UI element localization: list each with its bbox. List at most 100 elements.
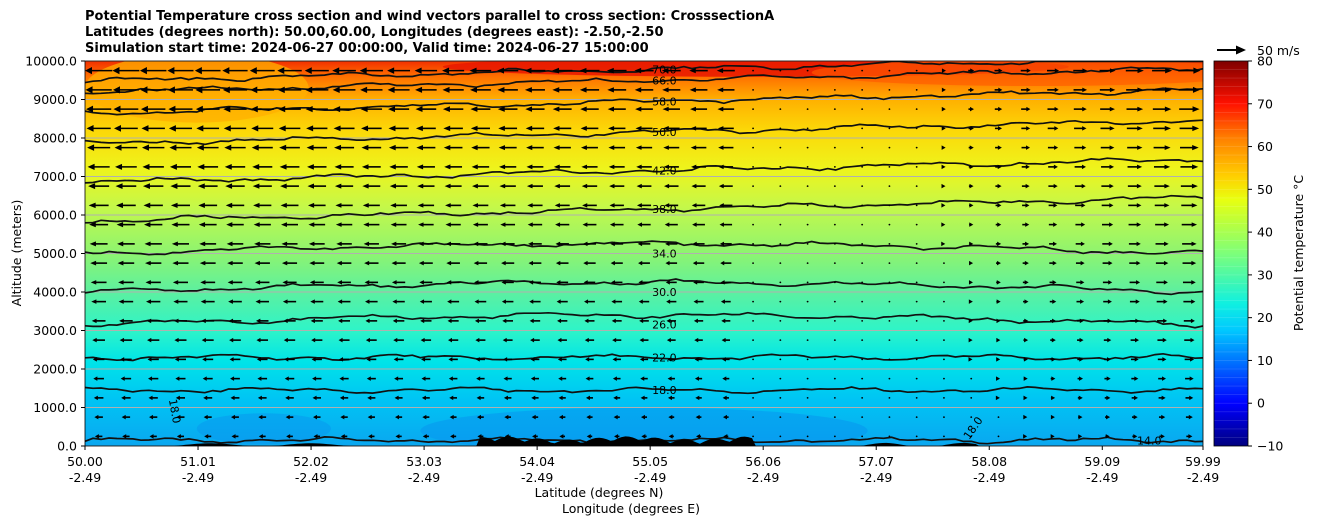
wind-vector bbox=[170, 202, 190, 209]
wind-vector bbox=[779, 435, 782, 438]
wind-vector bbox=[1105, 434, 1110, 439]
wind-vector bbox=[203, 414, 212, 420]
wind-vector bbox=[833, 358, 836, 361]
wind-vector bbox=[634, 87, 654, 93]
wind-vector bbox=[1020, 87, 1031, 93]
wind-vector bbox=[504, 414, 511, 420]
wind-vector bbox=[752, 185, 754, 188]
wind-vector bbox=[1128, 203, 1142, 208]
wind-vector bbox=[888, 69, 891, 72]
wind-vector bbox=[1182, 280, 1196, 285]
wind-vector bbox=[1180, 145, 1199, 151]
wind-vector bbox=[1048, 222, 1058, 227]
wind-vector bbox=[1127, 164, 1143, 170]
wind-vector bbox=[558, 395, 566, 401]
contour-label: 50.0 bbox=[652, 126, 677, 139]
wind-vector bbox=[585, 376, 594, 381]
wind-vector bbox=[338, 318, 351, 324]
wind-vector bbox=[469, 86, 491, 93]
colorbar-tick-label: 70 bbox=[1257, 96, 1273, 111]
wind-vector bbox=[691, 203, 706, 208]
wind-vector bbox=[417, 183, 435, 189]
wind-vector bbox=[612, 376, 621, 381]
colorbar-label: Potential temperature °C bbox=[1291, 175, 1306, 332]
wind-vector bbox=[525, 125, 545, 131]
wind-vector bbox=[1127, 145, 1143, 150]
wind-vector bbox=[779, 185, 782, 188]
wind-vector bbox=[968, 145, 974, 150]
wind-vector bbox=[1129, 260, 1141, 266]
wind-vector bbox=[583, 280, 596, 285]
wind-vector bbox=[692, 260, 705, 266]
wind-vector bbox=[558, 376, 567, 381]
wind-vector bbox=[277, 86, 302, 94]
wind-vector bbox=[665, 280, 677, 285]
wind-vector bbox=[833, 435, 836, 438]
wind-vector bbox=[861, 319, 864, 322]
wind-vector bbox=[559, 414, 566, 420]
wind-vector bbox=[915, 146, 918, 149]
wind-vector bbox=[581, 183, 598, 189]
wind-vector bbox=[90, 260, 108, 266]
wind-vector bbox=[915, 262, 918, 265]
wind-vector bbox=[995, 222, 1002, 227]
wind-vector bbox=[279, 164, 300, 170]
wind-vector bbox=[861, 223, 864, 226]
wind-vector bbox=[148, 395, 158, 401]
wind-vector bbox=[663, 164, 679, 170]
y-tick-label: 1000.0 bbox=[33, 400, 77, 415]
wind-vector bbox=[1129, 299, 1140, 304]
wind-vector bbox=[1049, 280, 1057, 285]
wind-vector bbox=[196, 144, 219, 151]
wind-vector bbox=[312, 376, 322, 381]
wind-vector bbox=[251, 125, 274, 132]
wind-vector bbox=[968, 126, 974, 131]
wind-vector bbox=[915, 339, 918, 342]
wind-vector bbox=[448, 357, 458, 362]
wind-vector bbox=[779, 127, 782, 130]
wind-vector bbox=[970, 377, 973, 380]
wind-vector bbox=[994, 126, 1003, 131]
wind-vector bbox=[284, 376, 295, 381]
wind-vector bbox=[1078, 434, 1083, 439]
wind-vector bbox=[169, 163, 191, 170]
wind-vector bbox=[552, 106, 572, 112]
wind-vector bbox=[888, 108, 891, 111]
wind-vector bbox=[223, 125, 247, 132]
x-tick-label-longitude: -2.49 bbox=[521, 470, 553, 485]
wind-vector bbox=[861, 281, 864, 284]
wind-vector bbox=[1127, 183, 1142, 189]
wind-vector bbox=[201, 318, 215, 324]
wind-vector bbox=[334, 164, 354, 170]
colorbar-tick-label: 0 bbox=[1257, 396, 1265, 411]
wind-vector bbox=[1126, 87, 1144, 93]
wind-vector bbox=[861, 146, 864, 149]
wind-vector bbox=[472, 183, 489, 189]
wind-vector bbox=[477, 414, 484, 420]
wind-vector bbox=[888, 396, 891, 399]
colorbar-tick-label: −10 bbox=[1257, 439, 1283, 454]
wind-vector bbox=[197, 163, 219, 170]
wind-vector bbox=[258, 434, 266, 439]
wind-vector bbox=[861, 185, 864, 188]
wind-vector bbox=[1022, 241, 1030, 247]
wind-vector bbox=[752, 223, 754, 226]
wind-vector bbox=[696, 434, 702, 439]
wind-vector bbox=[278, 125, 301, 132]
contour-label: 38.0 bbox=[652, 203, 677, 216]
wind-vector bbox=[833, 281, 836, 284]
wind-vector bbox=[888, 300, 891, 303]
wind-vector bbox=[719, 241, 732, 247]
wind-vector bbox=[1022, 260, 1029, 266]
wind-vector bbox=[1183, 299, 1196, 304]
wind-vector bbox=[610, 260, 623, 266]
wind-vector bbox=[779, 69, 782, 72]
wind-vector bbox=[1102, 280, 1113, 285]
colorbar-tick-label: 50 bbox=[1257, 182, 1273, 197]
wind-vector bbox=[641, 434, 647, 439]
wind-vector bbox=[694, 376, 703, 381]
wind-vector bbox=[1132, 414, 1138, 420]
wind-vector bbox=[418, 260, 433, 266]
wind-vector bbox=[996, 337, 1001, 343]
wind-vector bbox=[91, 299, 107, 304]
